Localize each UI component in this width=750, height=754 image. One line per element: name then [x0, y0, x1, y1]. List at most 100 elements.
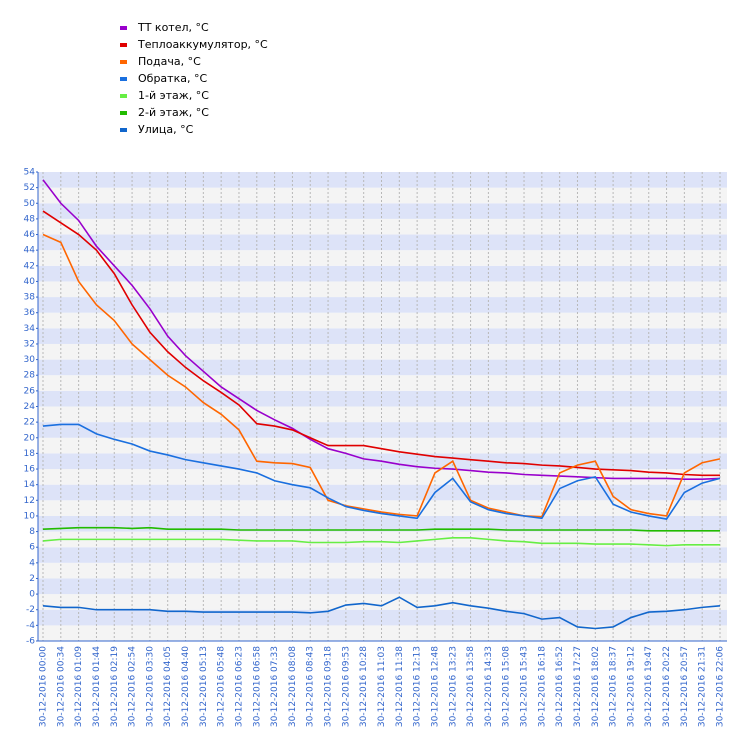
y-tick-label: 6 — [29, 543, 35, 553]
grid-band — [38, 375, 727, 391]
x-tick-label: 30-12-2016 03:30 — [145, 646, 155, 727]
x-tick-label: 30-12-2016 18:02 — [591, 646, 601, 727]
x-tick-label: 30-12-2016 18:37 — [609, 646, 619, 727]
x-tick-label: 30-12-2016 12:13 — [413, 646, 423, 727]
series-line — [42, 526, 720, 532]
x-tick-label: 30-12-2016 19:47 — [644, 646, 654, 727]
y-tick-label: 42 — [24, 261, 35, 271]
grid-band — [38, 359, 727, 376]
y-tick-label: 50 — [24, 199, 36, 209]
y-tick-label: 26 — [24, 386, 36, 396]
y-tick-label: 20 — [24, 433, 36, 443]
grid-band — [38, 484, 727, 501]
y-tick-label: 2 — [29, 574, 35, 584]
x-tick-label: 30-12-2016 20:22 — [662, 646, 672, 727]
x-tick-label: 30-12-2016 15:08 — [502, 646, 512, 727]
grid-band — [38, 390, 727, 407]
y-tick-label: 0 — [29, 590, 35, 600]
y-tick-label: 48 — [24, 214, 36, 224]
y-tick-label: 34 — [24, 324, 36, 334]
y-tick-label: 10 — [24, 511, 36, 521]
y-tick-label: -6 — [26, 637, 35, 647]
x-tick-label: 30-12-2016 22:06 — [716, 646, 726, 727]
series-line — [42, 596, 721, 630]
x-tick-label: 30-12-2016 16:52 — [555, 646, 565, 727]
y-tick-label: 46 — [24, 230, 36, 240]
y-tick-label: 18 — [24, 449, 36, 459]
x-tick-label: 30-12-2016 06:23 — [234, 646, 244, 727]
grid-band — [38, 281, 727, 298]
x-tick-label: 30-12-2016 17:27 — [573, 646, 583, 727]
y-tick-label: 38 — [24, 293, 36, 303]
y-tick-label: 52 — [24, 183, 35, 193]
y-tick-label: 54 — [24, 168, 36, 178]
x-tick-label: 30-12-2016 13:58 — [466, 646, 476, 727]
y-tick-label: 16 — [24, 465, 36, 475]
plot-background — [38, 172, 727, 641]
grid-band — [38, 203, 727, 219]
grid-band — [38, 218, 727, 235]
legend-label: Обратка, °C — [138, 72, 207, 85]
legend-marker — [120, 43, 127, 47]
grid-band — [38, 469, 727, 485]
legend-marker — [120, 77, 127, 81]
x-tick-label: 30-12-2016 00:00 — [39, 646, 49, 727]
grid-band — [38, 250, 727, 266]
y-tick-label: 22 — [24, 418, 35, 428]
x-tick-label: 30-12-2016 20:57 — [680, 646, 690, 727]
legend-label: Теплоаккумулятор, °C — [137, 38, 268, 51]
x-tick-label: 30-12-2016 11:03 — [377, 646, 387, 727]
legend-marker — [120, 94, 127, 98]
y-tick-label: 28 — [24, 371, 36, 381]
x-tick-label: 30-12-2016 05:48 — [217, 646, 227, 727]
lines — [42, 179, 721, 630]
x-tick-label: 30-12-2016 09:18 — [324, 646, 334, 727]
y-tick-label: 24 — [24, 402, 36, 412]
x-tick-label: 30-12-2016 10:28 — [359, 646, 369, 727]
x-tick-label: 30-12-2016 01:44 — [92, 646, 102, 727]
legend-marker — [120, 111, 127, 115]
x-tick-label: 30-12-2016 12:48 — [430, 646, 440, 727]
legend-label: 2-й этаж, °C — [138, 106, 209, 119]
y-tick-label: 14 — [24, 480, 36, 490]
grid-band — [38, 500, 727, 516]
y-tick-label: -2 — [26, 605, 35, 615]
x-tick-label: 30-12-2016 14:33 — [484, 646, 494, 727]
series-line — [42, 423, 721, 520]
grid-band — [38, 609, 727, 626]
grid-band — [38, 594, 727, 610]
grid-band — [38, 578, 727, 595]
grid — [36, 171, 727, 642]
y-tick-label: 12 — [24, 496, 35, 506]
legend-label: Подача, °C — [138, 55, 201, 68]
x-tick-label: 30-12-2016 19:12 — [626, 646, 636, 727]
grid-band — [38, 343, 727, 360]
y-tick-label: 30 — [24, 355, 36, 365]
x-tick-label: 30-12-2016 04:05 — [163, 646, 173, 727]
series-line — [42, 210, 720, 477]
grid-band — [38, 437, 727, 454]
legend-marker — [120, 128, 127, 132]
grid-band — [38, 312, 727, 329]
grid-band — [38, 187, 727, 204]
grid-band — [38, 328, 727, 344]
x-tick-label: 30-12-2016 16:18 — [537, 646, 547, 727]
grid-band — [38, 297, 727, 313]
legend-marker — [120, 26, 127, 30]
grid-band — [38, 422, 727, 438]
series-line — [42, 537, 720, 547]
x-tick-label: 30-12-2016 06:58 — [252, 646, 262, 727]
grid-band — [38, 625, 727, 641]
x-tick-label: 30-12-2016 11:38 — [395, 646, 405, 727]
x-tick-label: 30-12-2016 02:54 — [128, 646, 138, 727]
grid-band — [38, 515, 727, 532]
grid-band — [38, 547, 727, 563]
x-tick-label: 30-12-2016 21:31 — [698, 646, 708, 727]
legend-label: Улица, °C — [138, 123, 194, 136]
x-tick-label: 30-12-2016 09:53 — [341, 646, 351, 727]
x-tick-label: 30-12-2016 00:34 — [56, 646, 66, 727]
grid-band — [38, 265, 727, 282]
x-tick-label: 30-12-2016 04:40 — [181, 646, 191, 727]
x-tick-label: 30-12-2016 13:23 — [448, 646, 458, 727]
